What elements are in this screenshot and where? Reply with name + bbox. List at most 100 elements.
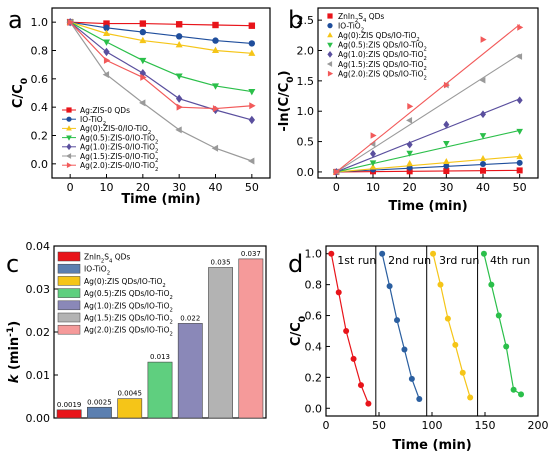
text-span: In <box>94 253 101 262</box>
text-span: Ag(0):ZIS QDs/IO-Ti <box>338 31 410 40</box>
y-tick-label: 0.8 <box>31 45 49 58</box>
legend-entry: Ag(1.0):ZIS QDs/IO-TiO2 <box>338 50 427 62</box>
y-tick-label: 0.00 <box>26 412 51 425</box>
fit-line <box>335 24 521 173</box>
text-span: Ag(1.5):ZIS QDs/IO-Ti <box>338 60 418 69</box>
data-point <box>479 154 487 161</box>
data-point <box>357 382 364 389</box>
data-point <box>443 168 450 175</box>
data-point <box>516 159 523 166</box>
x-tick-label: 50 <box>245 181 259 194</box>
data-point <box>248 49 256 56</box>
y-tick-label: 0.4 <box>31 101 49 114</box>
y-tick-label: 0.6 <box>31 73 49 86</box>
data-point <box>139 36 147 44</box>
series-line <box>483 253 522 395</box>
bar-value-label: 0.0045 <box>117 390 142 398</box>
fit-line <box>336 155 520 173</box>
data-point <box>379 250 386 257</box>
text-span: IO-Ti <box>80 115 97 124</box>
text-span: C/ <box>289 332 304 347</box>
data-point <box>479 133 487 140</box>
legend-swatch <box>57 288 81 298</box>
x-tick-label: 30 <box>439 181 453 194</box>
legend-swatch <box>57 276 81 286</box>
data-point <box>518 391 525 398</box>
data-point <box>406 159 413 166</box>
fit-line <box>336 162 520 173</box>
run-label: 3rd run <box>439 254 479 267</box>
legend-entry: Ag(0):ZIS QDs/IO-TiO2 <box>84 277 166 289</box>
legend-entry: Ag(0):ZIS-0/IO-TiO2 <box>80 124 151 136</box>
text-span: O <box>164 301 170 310</box>
data-point <box>211 144 219 152</box>
data-point <box>212 21 219 29</box>
data-point <box>386 283 393 290</box>
data-point <box>480 161 486 168</box>
text-span: 2 <box>424 66 427 72</box>
legend-entry: Ag(1.0):ZIS QDs/IO-TiO2 <box>84 301 173 313</box>
legend-entry: Ag(0.5):ZIS-0/IO-TiO2 <box>80 133 158 145</box>
text-span: Ag(0.5):ZIS QDs/IO-Ti <box>338 41 418 50</box>
text-span: 2 <box>424 56 427 62</box>
text-span: Zn <box>338 12 348 21</box>
text-span: 2 <box>361 27 364 33</box>
data-point <box>416 396 423 402</box>
data-point <box>369 160 377 167</box>
data-point <box>175 73 183 80</box>
legend-swatch <box>57 263 81 274</box>
text-span: Ag(1.0):ZIS-0/IO-Ti <box>80 143 149 152</box>
run-label: 1st run <box>337 254 376 267</box>
text-span: C <box>11 84 26 94</box>
text-span: 2 <box>107 271 110 277</box>
text-span: QDs <box>112 253 130 262</box>
data-point <box>406 140 413 149</box>
y-tick-label: 0.04 <box>26 240 51 253</box>
x-tick-label: 10 <box>100 181 114 194</box>
legend-entry: IO-TiO2 <box>84 265 110 277</box>
x-tick-label: 20 <box>403 181 417 194</box>
text-span: 2 <box>162 283 165 289</box>
y-tick-label: 0.5 <box>297 136 315 149</box>
y-tick-label: 0.8 <box>305 279 323 292</box>
text-span: ) <box>277 70 292 76</box>
y-tick-label: 1.0 <box>297 105 315 118</box>
fit-line <box>336 98 520 173</box>
data-point <box>333 168 340 176</box>
y-tick-label: 0.2 <box>31 130 49 143</box>
bar <box>56 409 82 419</box>
text-span: k <box>7 373 22 383</box>
y-tick-label: 0.0 <box>297 166 315 179</box>
x-tick-label: 0 <box>67 181 74 194</box>
y-tick-label: 0.02 <box>26 326 51 339</box>
text-span: C/ <box>11 94 26 109</box>
data-point <box>248 89 256 96</box>
text-span: C <box>277 83 292 93</box>
y-tick-label: 0.6 <box>305 310 323 323</box>
data-point <box>459 369 466 376</box>
text-span: O <box>149 152 155 161</box>
text-span: 0 <box>286 76 296 82</box>
data-point <box>516 167 523 174</box>
text-span: 2 <box>170 320 173 326</box>
text-span: QDs <box>366 12 384 21</box>
legend-marker <box>326 61 333 67</box>
text-span: C <box>289 322 304 332</box>
text-span: Ag(0):ZIS-0/IO-Ti <box>80 124 142 133</box>
legend-entry: Ag(0.5):ZIS QDs/IO-TiO2 <box>338 41 427 53</box>
data-point <box>139 28 147 36</box>
text-span: (min <box>7 337 22 375</box>
bar <box>208 267 233 419</box>
y-tick-label: 0.03 <box>26 283 51 296</box>
text-span: In <box>348 12 355 21</box>
bar-value-label: 0.013 <box>150 353 170 361</box>
legend-entry: Ag(1.5):ZIS QDs/IO-TiO2 <box>338 60 427 72</box>
bar <box>177 323 203 419</box>
panel-label: d <box>288 250 303 278</box>
data-point <box>517 24 524 31</box>
panel-c: 0.00 0.01 0.02 0.03 0.04 c k (min-1) 0.0019 0.00… <box>6 240 267 425</box>
data-point <box>249 102 256 110</box>
panel-d: 0 50 100 150 200 0.0 0.2 0.4 0.6 0.8 1.0d Time (min… <box>288 245 549 453</box>
text-span: Ag:ZIS-0 QDs <box>80 106 130 115</box>
data-point <box>406 117 413 124</box>
